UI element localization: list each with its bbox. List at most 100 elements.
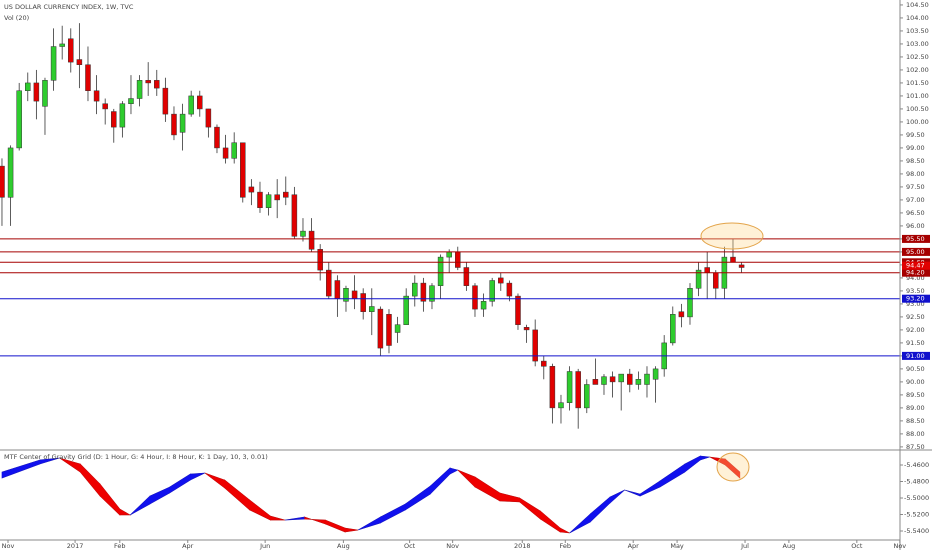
candle-body — [93, 90, 100, 102]
candle-body — [515, 295, 521, 325]
candle-body — [498, 277, 504, 284]
y-tick-label: 92.00 — [906, 326, 925, 334]
y-tick-label: 96.00 — [906, 222, 925, 230]
y-tick-label: 99.50 — [906, 131, 925, 139]
x-tick-label: Nov — [893, 542, 906, 550]
last-price-box — [902, 261, 930, 270]
candle-body — [463, 267, 470, 286]
chart-title: US DOLLAR CURRENCY INDEX, 1W, TVC — [4, 3, 134, 11]
x-tick-label: Feb — [560, 542, 572, 550]
x-tick-label: Jul — [740, 542, 749, 550]
candle-body — [446, 251, 452, 258]
candle-body — [111, 111, 117, 128]
candle-body — [231, 142, 237, 159]
y-tick-label: 101.00 — [906, 92, 929, 100]
y-tick-label: 101.50 — [906, 79, 929, 87]
y-tick-label: 97.00 — [906, 196, 925, 204]
candle-body — [76, 59, 83, 65]
candle-body — [222, 147, 229, 159]
y-tick-label: 91.50 — [906, 339, 925, 347]
x-tick-label: May — [670, 542, 684, 550]
candle-body — [128, 98, 134, 104]
x-tick-label: 2018 — [514, 542, 531, 550]
x-tick-label: Apr — [628, 542, 640, 550]
candle-body — [188, 95, 194, 115]
candle-body — [523, 327, 530, 331]
candle-body — [601, 376, 607, 385]
y-tick-label: -5.4800 — [904, 478, 929, 486]
x-tick-label: Aug — [337, 542, 350, 550]
band-line — [1, 455, 740, 534]
x-tick-label: Oct — [404, 542, 416, 550]
candle-body — [171, 113, 177, 136]
candle-body — [214, 126, 220, 149]
candle-body — [162, 87, 169, 115]
y-tick-label: 103.50 — [906, 27, 929, 35]
candle-body — [678, 311, 685, 318]
x-tick-label: Apr — [182, 542, 194, 550]
candle-body — [248, 186, 255, 193]
candle-body — [16, 90, 22, 149]
candle-body — [730, 256, 736, 263]
y-tick-label: -5.5000 — [904, 494, 929, 502]
candle-body — [33, 82, 40, 102]
y-tick-label: 104.00 — [906, 14, 929, 22]
candle-body — [240, 142, 246, 198]
level-label: 94.20 — [906, 269, 925, 277]
y-tick-label: 88.50 — [906, 417, 925, 425]
y-tick-label: 99.00 — [906, 144, 925, 152]
y-tick-label: -5.5200 — [904, 511, 929, 519]
y-tick-label: 87.50 — [906, 443, 925, 451]
y-tick-label: 98.00 — [906, 170, 925, 178]
candle-body — [609, 376, 616, 383]
level-label-box — [902, 268, 930, 277]
candle-body — [592, 379, 599, 385]
candle-body — [257, 191, 263, 208]
plot-area — [0, 23, 900, 534]
candle-body — [713, 272, 719, 289]
candle-body — [7, 147, 14, 198]
y-tick-label: 88.00 — [906, 430, 925, 438]
x-tick-label: Aug — [783, 542, 796, 550]
y-tick-label: 97.50 — [906, 183, 925, 191]
candle-body — [308, 230, 315, 250]
candle-body — [506, 282, 513, 297]
y-tick-label: 89.00 — [906, 404, 925, 412]
candle-body — [394, 324, 401, 333]
candle-body — [549, 366, 556, 409]
candle-body — [687, 288, 693, 318]
highlight-ellipse — [700, 222, 764, 250]
candle-body — [42, 80, 48, 107]
level-label-box — [902, 351, 930, 360]
y-tick-label: 93.00 — [906, 300, 925, 308]
candle-body — [343, 288, 349, 302]
y-tick-label: 100.00 — [906, 118, 929, 126]
y-tick-label: 90.50 — [906, 365, 925, 373]
candle-body — [68, 38, 74, 63]
candle-body — [704, 267, 710, 273]
y-tick-label: 90.00 — [906, 378, 925, 386]
candle-body — [652, 368, 659, 380]
candle-body — [627, 373, 633, 385]
candle-body — [317, 249, 323, 271]
candle-body — [59, 43, 65, 47]
band-line — [1, 456, 740, 534]
candle-body — [50, 46, 57, 81]
x-tick-label: Feb — [114, 542, 126, 550]
candle-body — [136, 80, 143, 99]
y-tick-label: 98.50 — [906, 157, 925, 165]
candle-body — [197, 95, 203, 110]
candle-body — [420, 282, 427, 302]
candle-body — [670, 314, 676, 344]
candle-body — [334, 280, 341, 299]
level-label: 95.50 — [906, 235, 925, 243]
candle-body — [377, 308, 384, 349]
candle-body — [584, 384, 590, 409]
candle-body — [291, 194, 298, 237]
level-label: 91.00 — [906, 352, 925, 360]
level-label-box — [902, 234, 930, 243]
y-tick-label: 103.00 — [906, 40, 929, 48]
